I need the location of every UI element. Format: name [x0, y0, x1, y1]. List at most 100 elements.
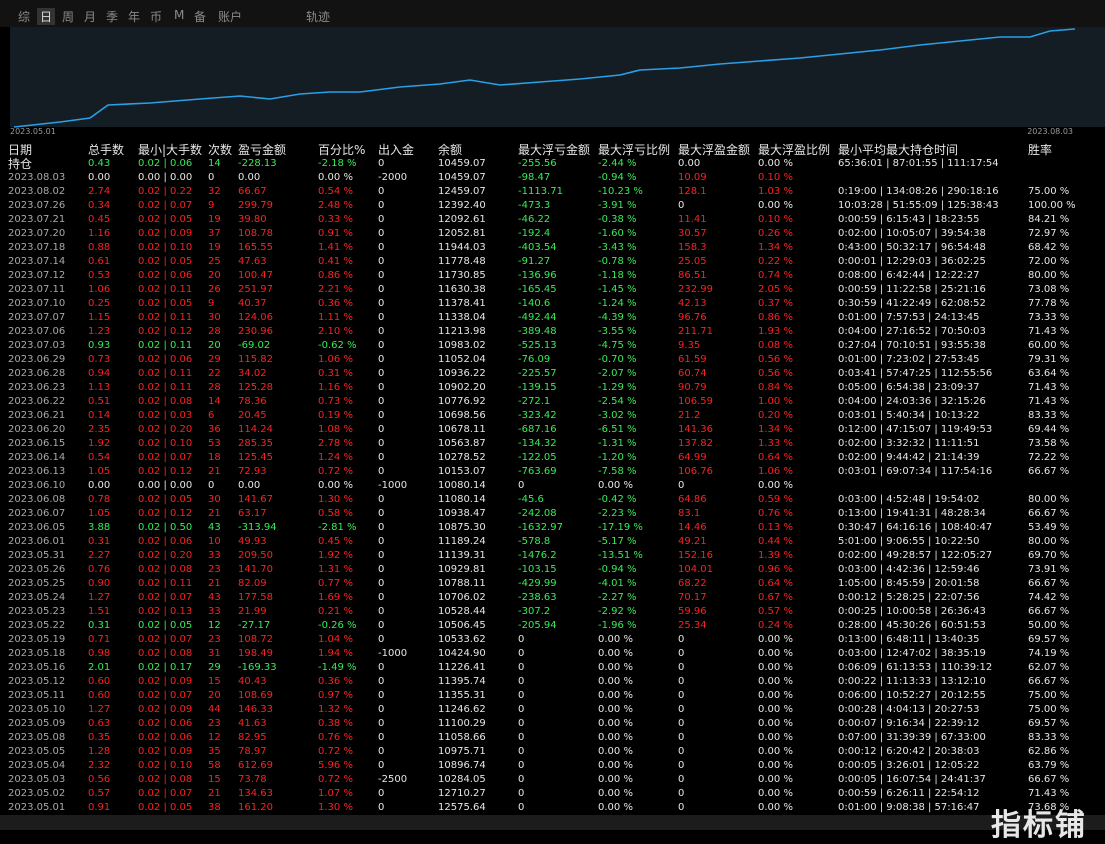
- table-cell: 0: [378, 494, 385, 505]
- table-cell: 104.01: [678, 564, 713, 575]
- table-cell: 0.00 %: [758, 746, 793, 757]
- tab[interactable]: 周: [62, 10, 75, 24]
- table-cell: 0.00 %: [598, 718, 633, 729]
- table-cell: 0:00:59 | 6:15:43 | 18:23:55: [838, 214, 980, 225]
- table-cell: 0: [518, 648, 525, 659]
- table-cell: 71.43 %: [1028, 382, 1070, 393]
- table-cell: 2023.07.26: [8, 200, 66, 211]
- table-cell: 11730.85: [438, 270, 486, 281]
- table-cell: 0.02 | 0.06: [138, 732, 193, 743]
- table-cell: 63.17: [238, 508, 267, 519]
- column-header: 最大浮亏比例: [598, 143, 671, 157]
- tab[interactable]: 综: [18, 10, 31, 24]
- table-cell: 68.22: [678, 578, 707, 589]
- table-cell: 2.01: [88, 662, 111, 673]
- table-cell: 0.57: [88, 788, 111, 799]
- table-cell: 0:03:01 | 5:40:34 | 10:13:22: [838, 410, 980, 421]
- table-cell: 0: [678, 634, 685, 645]
- table-cell: 0.00 %: [758, 480, 793, 491]
- table-cell: 53.49 %: [1028, 522, 1070, 533]
- table-cell: 0:19:00 | 134:08:26 | 290:18:16: [838, 186, 999, 197]
- table-cell: 0.02 | 0.07: [138, 690, 193, 701]
- tab[interactable]: 轨迹: [306, 10, 331, 24]
- table-cell: 25: [208, 256, 221, 267]
- table-cell: 82.95: [238, 732, 267, 743]
- tab[interactable]: 月: [84, 10, 97, 24]
- tab[interactable]: 季: [106, 10, 119, 24]
- column-header: 日期: [8, 143, 33, 157]
- table-cell: 0.00: [678, 158, 701, 169]
- table-cell: 0.54 %: [318, 186, 353, 197]
- table-cell: 11080.14: [438, 494, 486, 505]
- table-cell: 66.67 %: [1028, 508, 1070, 519]
- table-cell: 69.57 %: [1028, 634, 1070, 645]
- tab[interactable]: 日: [37, 8, 56, 25]
- tab[interactable]: M: [174, 8, 185, 22]
- table-cell: 2023.06.08: [8, 494, 66, 505]
- table-cell: 68.42 %: [1028, 242, 1070, 253]
- table-cell: 0.02 | 0.07: [138, 592, 193, 603]
- table-cell: 0.02 | 0.05: [138, 802, 193, 813]
- table-cell: 0.43: [88, 158, 111, 169]
- table-cell: 0.86 %: [758, 312, 793, 323]
- table-cell: -1000: [378, 480, 408, 491]
- table-cell: 0.02 | 0.05: [138, 494, 193, 505]
- table-cell: 0: [378, 256, 385, 267]
- table-cell: 1.15: [88, 312, 111, 323]
- table-cell: 11058.66: [438, 732, 486, 743]
- table-cell: 0.02 | 0.11: [138, 340, 193, 351]
- table-cell: 1.13: [88, 382, 111, 393]
- table-cell: -169.33: [238, 662, 277, 673]
- table-cell: 0.02 | 0.11: [138, 382, 193, 393]
- table-cell: 2023.05.08: [8, 732, 66, 743]
- table-cell: 11213.98: [438, 326, 486, 337]
- table-cell: 0: [678, 480, 685, 491]
- table-cell: 11.41: [678, 214, 707, 225]
- table-cell: 106.59: [678, 396, 713, 407]
- table-cell: 2.10 %: [318, 326, 353, 337]
- table-cell: 0:01:00 | 9:08:38 | 57:16:47: [838, 802, 980, 813]
- column-header: 最小|大手数: [138, 143, 203, 157]
- table-cell: 22: [208, 368, 221, 379]
- table-cell: 10153.07: [438, 466, 486, 477]
- tab[interactable]: 备: [194, 10, 207, 24]
- table-cell: 0.00 %: [758, 676, 793, 687]
- table-cell: 0.02 | 0.11: [138, 368, 193, 379]
- table-cell: 0: [378, 326, 385, 337]
- table-cell: 161.20: [238, 802, 273, 813]
- table-cell: -6.51 %: [598, 424, 637, 435]
- table-cell: 2.74: [88, 186, 111, 197]
- table-cell: 10929.81: [438, 564, 486, 575]
- table-cell: 0.36 %: [318, 676, 353, 687]
- table-cell: 30: [208, 312, 221, 323]
- table-cell: 0: [378, 382, 385, 393]
- table-cell: -1476.2: [518, 550, 557, 561]
- table-cell: 10896.74: [438, 760, 486, 771]
- table-cell: 30: [208, 494, 221, 505]
- table-cell: -389.48: [518, 326, 557, 337]
- tab[interactable]: 年: [128, 10, 141, 24]
- table-cell: 49.93: [238, 536, 267, 547]
- table-cell: 0.02 | 0.03: [138, 410, 193, 421]
- table-cell: 0.56 %: [758, 368, 793, 379]
- table-cell: 0.31: [88, 620, 111, 631]
- table-cell: 0: [378, 732, 385, 743]
- table-cell: 141.67: [238, 494, 273, 505]
- table-cell: 0.00 %: [598, 662, 633, 673]
- table-cell: 0:00:59 | 11:22:58 | 25:21:16: [838, 284, 986, 295]
- table-cell: 177.58: [238, 592, 273, 603]
- table-cell: -5.17 %: [598, 536, 637, 547]
- tab[interactable]: 账户: [218, 10, 243, 24]
- table-cell: 9.35: [678, 340, 701, 351]
- tab[interactable]: 币: [150, 10, 163, 24]
- table-cell: 0: [378, 270, 385, 281]
- table-cell: -687.16: [518, 424, 557, 435]
- table-cell: 2023.06.05: [8, 522, 66, 533]
- table-cell: 0.02 | 0.06: [138, 536, 193, 547]
- table-cell: 2023.06.28: [8, 368, 66, 379]
- table-cell: 0.31: [88, 536, 111, 547]
- table-cell: -13.51 %: [598, 550, 643, 561]
- table-cell: 0.67 %: [758, 592, 793, 603]
- table-cell: 198.49: [238, 648, 273, 659]
- table-cell: 0: [518, 788, 525, 799]
